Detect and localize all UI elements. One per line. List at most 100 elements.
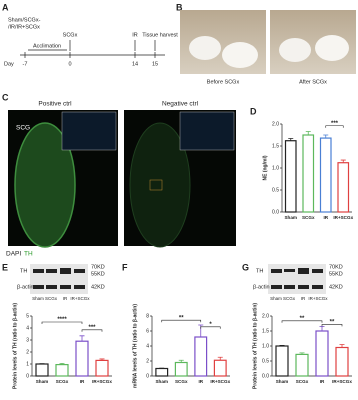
y-tick-label: 6 <box>146 328 149 334</box>
sig-bracket <box>325 125 344 128</box>
error-bar <box>299 352 305 355</box>
blot-lane: IR+SCGx <box>70 296 90 301</box>
y-tick-label: 0 <box>26 373 29 379</box>
x-tick-label: IR <box>198 379 203 384</box>
error-bar <box>288 138 294 141</box>
sig-bracket <box>81 329 103 332</box>
x-tick-label: IR+SCGx <box>332 379 352 384</box>
sig-label: ** <box>300 316 305 322</box>
y-tick-label: 1 <box>26 361 29 367</box>
y-tick-label: 2 <box>146 358 149 364</box>
x-tick-label: IR <box>320 379 325 384</box>
y-tick-label: 4 <box>26 325 29 331</box>
x-tick-label: Sham <box>155 379 168 384</box>
day-label: Day <box>4 61 14 67</box>
blot-lane: Sham <box>32 296 44 301</box>
blot-bands <box>33 268 85 289</box>
bar <box>275 345 289 377</box>
blot <box>30 264 88 294</box>
group-label: /IR/IR+SCGx <box>8 24 40 30</box>
blot-lane: SCGx <box>283 296 296 301</box>
inset <box>61 111 117 151</box>
y-tick-label: 1.5 <box>272 143 279 149</box>
blot-row: β-actin <box>253 284 270 290</box>
sig-label: *** <box>331 121 339 127</box>
panel-label: E <box>2 262 8 272</box>
error-bar <box>59 363 65 365</box>
blot-size: 42KD <box>329 284 343 290</box>
x-tick-label: Sham <box>276 379 289 384</box>
blot-size: 70KD <box>91 264 105 270</box>
blot <box>268 264 326 294</box>
blot-row: TH <box>256 268 263 274</box>
y-axis-label: Protein levels of TH (ratio to β-actin) <box>252 303 258 389</box>
sig-bracket <box>161 319 202 323</box>
panel-label: B <box>176 2 183 12</box>
y-tick-label: 1.0 <box>272 165 279 171</box>
y-tick-label: 2.0 <box>262 313 269 319</box>
bar <box>174 361 188 377</box>
photo-caption: After SCGx <box>299 79 327 85</box>
y-tick-label: 8 <box>146 313 149 319</box>
sig-label: ** <box>179 315 184 321</box>
bar <box>315 330 329 377</box>
panel-label: G <box>242 262 249 272</box>
y-tick-label: 0.5 <box>262 358 269 364</box>
blot-lane: SCGx <box>45 296 58 301</box>
x-tick-label: SCGx <box>302 215 315 220</box>
x-tick-label: SCGx <box>56 379 69 384</box>
bar <box>213 359 227 377</box>
bar <box>337 162 350 213</box>
sig-bracket <box>321 324 343 327</box>
sig-label: * <box>209 322 212 328</box>
y-axis-label: mRNA levels of TH (ratio to β-actin) <box>132 304 138 388</box>
x-tick-label: Sham <box>36 379 49 384</box>
bar <box>75 340 89 377</box>
x-tick-label: IR+SCGx <box>92 379 112 384</box>
bar <box>95 359 109 377</box>
bar <box>302 134 315 213</box>
mouse <box>279 38 311 62</box>
roi <box>149 179 163 191</box>
event-label: SCGx <box>63 32 78 38</box>
bar <box>295 353 309 377</box>
image-title: Negative ctrl <box>162 101 199 108</box>
ganglion <box>129 122 191 248</box>
blot-lane: Sham <box>270 296 282 301</box>
error-bar <box>99 358 105 361</box>
y-tick-label: 2 <box>26 349 29 355</box>
y-tick-label: 1.5 <box>262 328 269 334</box>
y-tick-label: 0.0 <box>272 209 279 215</box>
error-bar <box>339 344 345 348</box>
blot-lane: IR+SCGx <box>308 296 328 301</box>
stain-legend: DAPI <box>6 251 21 258</box>
y-tick-label: 3 <box>26 337 29 343</box>
panel-label: D <box>250 106 257 116</box>
y-tick-label: 4 <box>146 343 149 349</box>
y-axis-label: Protein levels of TH (ratio to β-actin) <box>12 303 18 389</box>
x-tick-label: IR+SCGx <box>210 379 230 384</box>
blot-size: 55KD <box>329 271 343 277</box>
blot-size: 42KD <box>91 284 105 290</box>
group-label: Sham/SCGx- <box>8 17 41 23</box>
y-tick-label: 2.0 <box>272 121 279 127</box>
blot-size: 55KD <box>91 271 105 277</box>
image-title: Positive ctrl <box>38 101 72 108</box>
error-bar <box>340 159 346 163</box>
x-tick-label: IR <box>323 215 328 220</box>
error-bar <box>305 131 311 135</box>
event-label: Acclimation <box>33 43 61 49</box>
error-bar <box>178 359 184 363</box>
blot-bands <box>271 268 323 289</box>
sig-bracket <box>200 326 221 329</box>
sig-label: ** <box>330 319 335 325</box>
event-label: Tissue harvest <box>142 32 178 38</box>
error-bar <box>217 356 223 361</box>
error-bar <box>79 335 85 342</box>
day-tick: 15 <box>152 61 158 67</box>
y-tick-label: 5 <box>26 313 29 319</box>
x-tick-label: IR+SCGx <box>333 215 353 220</box>
x-tick-label: SCGx <box>296 379 309 384</box>
ganglion <box>14 122 76 248</box>
